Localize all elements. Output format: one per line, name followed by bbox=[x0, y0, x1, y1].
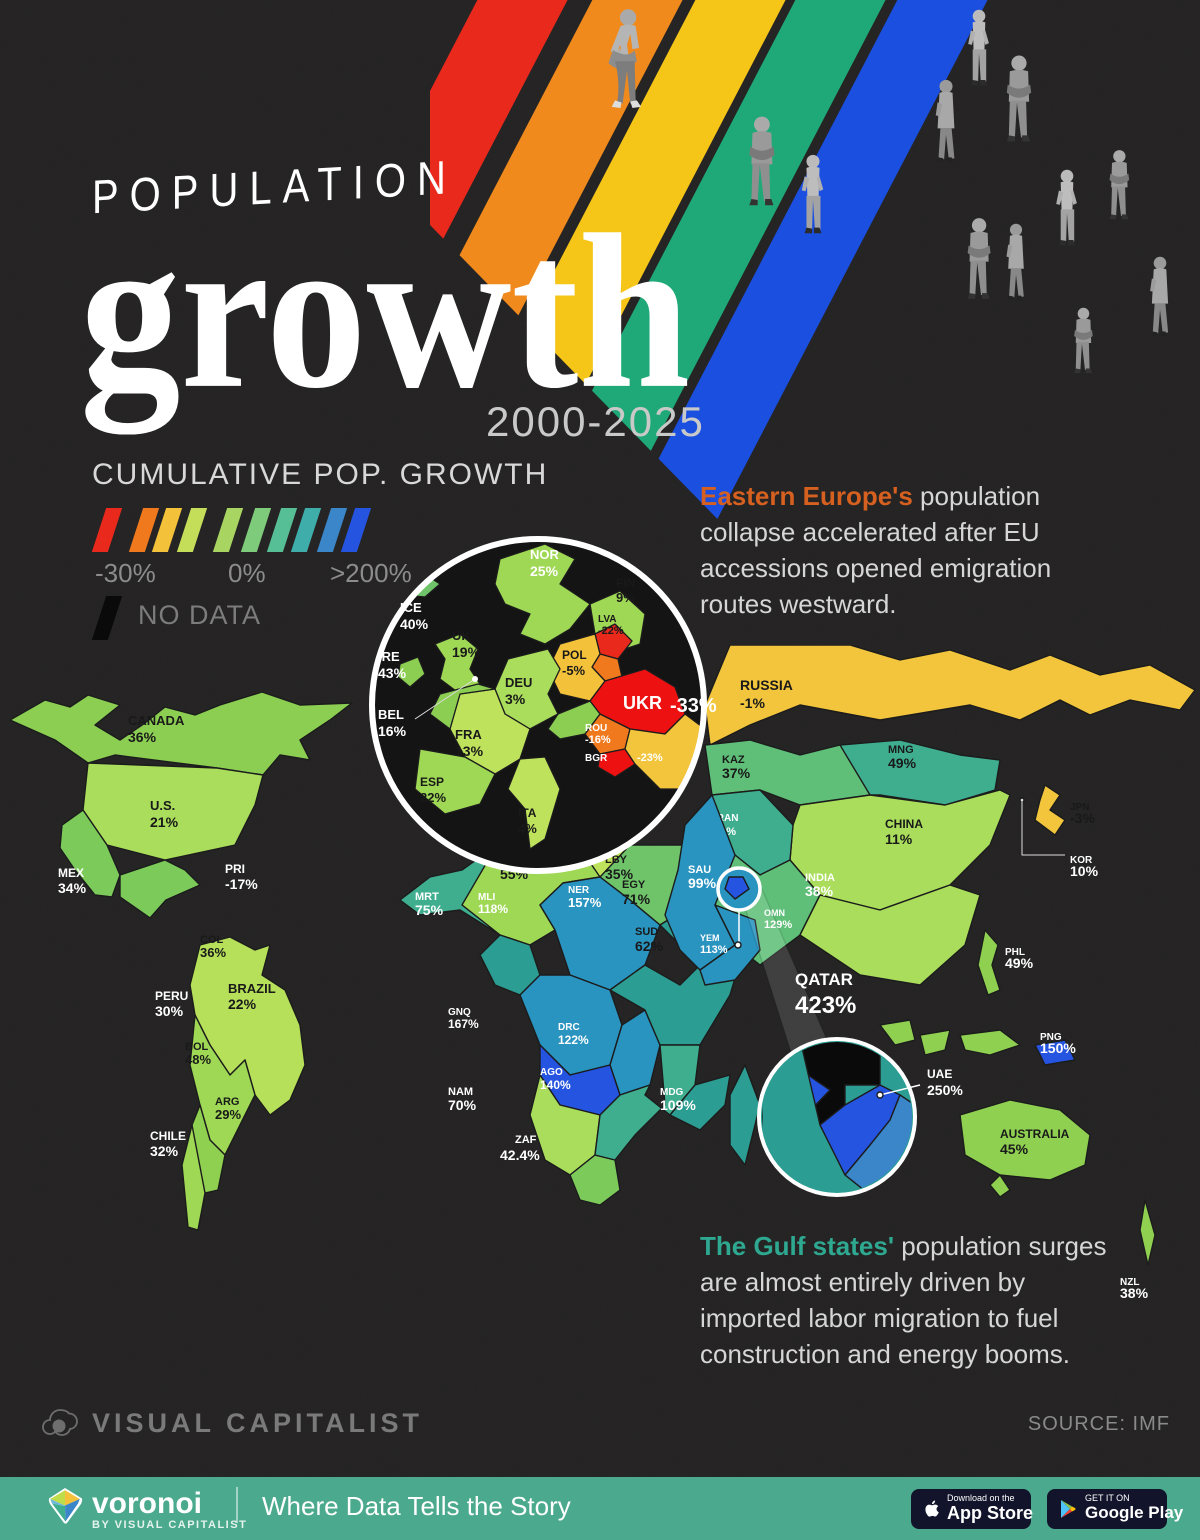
svg-text:36%: 36% bbox=[200, 945, 226, 960]
svg-text:75%: 75% bbox=[415, 902, 444, 918]
svg-text:NOR: NOR bbox=[530, 547, 560, 562]
svg-text:DRC: DRC bbox=[558, 1022, 580, 1033]
svg-text:118%: 118% bbox=[478, 902, 508, 916]
svg-text:42.4%: 42.4% bbox=[500, 1147, 540, 1163]
svg-text:-23%: -23% bbox=[637, 752, 663, 764]
svg-text:AUSTRALIA: AUSTRALIA bbox=[1000, 1127, 1070, 1141]
svg-text:38%: 38% bbox=[1120, 1285, 1149, 1301]
svg-text:22%: 22% bbox=[228, 996, 257, 1012]
svg-text:11%: 11% bbox=[885, 831, 913, 847]
svg-text:21%: 21% bbox=[150, 814, 179, 830]
svg-text:423%: 423% bbox=[795, 992, 856, 1019]
svg-text:ICE: ICE bbox=[400, 600, 422, 615]
svg-text:250%: 250% bbox=[927, 1082, 963, 1098]
svg-text:109%: 109% bbox=[660, 1097, 696, 1113]
svg-text:40%: 40% bbox=[400, 616, 429, 632]
svg-text:EGY: EGY bbox=[622, 879, 646, 891]
svg-text:ZAF: ZAF bbox=[515, 1134, 537, 1146]
svg-text:-16%: -16% bbox=[585, 734, 611, 746]
svg-text:CHILE: CHILE bbox=[150, 1129, 186, 1143]
svg-text:ESP: ESP bbox=[420, 775, 444, 789]
svg-text:32%: 32% bbox=[150, 1143, 179, 1159]
svg-text:CANADA: CANADA bbox=[128, 713, 185, 728]
svg-text:QATAR: QATAR bbox=[795, 970, 853, 989]
svg-text:-17%: -17% bbox=[225, 876, 258, 892]
svg-text:AGO: AGO bbox=[540, 1067, 563, 1078]
svg-text:-3%: -3% bbox=[1070, 810, 1095, 826]
svg-text:29%: 29% bbox=[215, 1107, 241, 1122]
svg-text:U.S.: U.S. bbox=[150, 798, 175, 813]
svg-text:48%: 48% bbox=[185, 1052, 211, 1067]
svg-text:13%: 13% bbox=[455, 743, 484, 759]
svg-text:YEM: YEM bbox=[700, 933, 720, 943]
svg-text:10%: 10% bbox=[1070, 863, 1099, 879]
svg-text:-1%: -1% bbox=[740, 695, 765, 711]
svg-text:FRA: FRA bbox=[455, 727, 482, 742]
svg-text:49%: 49% bbox=[888, 755, 917, 771]
svg-text:UAE: UAE bbox=[927, 1067, 952, 1081]
svg-text:BGR: BGR bbox=[585, 753, 608, 764]
svg-text:PRI: PRI bbox=[225, 862, 245, 876]
svg-text:FIN: FIN bbox=[616, 576, 635, 590]
svg-text:UKR: UKR bbox=[623, 693, 662, 713]
svg-text:16%: 16% bbox=[378, 723, 407, 739]
svg-text:113%: 113% bbox=[700, 944, 728, 956]
svg-text:45%: 45% bbox=[1000, 1141, 1029, 1157]
svg-text:62%: 62% bbox=[635, 938, 664, 954]
svg-text:-33%: -33% bbox=[670, 695, 717, 717]
svg-text:UK: UK bbox=[452, 628, 471, 643]
svg-text:SUD: SUD bbox=[635, 926, 658, 938]
svg-text:ROU: ROU bbox=[585, 723, 607, 734]
svg-text:-5%: -5% bbox=[562, 663, 586, 678]
svg-text:37%: 37% bbox=[722, 765, 751, 781]
svg-text:BEL: BEL bbox=[378, 707, 404, 722]
svg-text:70%: 70% bbox=[448, 1097, 477, 1113]
svg-text:140%: 140% bbox=[540, 1078, 571, 1092]
svg-text:BRAZIL: BRAZIL bbox=[228, 981, 276, 996]
svg-text:-22%: -22% bbox=[598, 625, 624, 637]
svg-text:49%: 49% bbox=[1005, 955, 1034, 971]
svg-text:167%: 167% bbox=[448, 1017, 479, 1031]
svg-text:CHINA: CHINA bbox=[885, 817, 923, 831]
svg-text:4%: 4% bbox=[518, 821, 537, 836]
svg-text:9%: 9% bbox=[616, 590, 635, 605]
svg-text:36%: 36% bbox=[128, 729, 157, 745]
svg-text:MEX: MEX bbox=[58, 866, 84, 880]
svg-text:ITA: ITA bbox=[518, 806, 537, 820]
svg-text:38%: 38% bbox=[805, 883, 834, 899]
svg-text:30%: 30% bbox=[155, 1003, 184, 1019]
svg-text:34%: 34% bbox=[58, 880, 87, 896]
svg-text:DEU: DEU bbox=[505, 675, 532, 690]
svg-text:POL: POL bbox=[562, 648, 587, 662]
svg-text:99%: 99% bbox=[688, 875, 717, 891]
svg-text:157%: 157% bbox=[568, 895, 602, 910]
svg-text:RUSSIA: RUSSIA bbox=[740, 677, 793, 693]
svg-text:71%: 71% bbox=[622, 891, 651, 907]
svg-text:19%: 19% bbox=[452, 644, 481, 660]
svg-text:43%: 43% bbox=[378, 665, 407, 681]
svg-text:3%: 3% bbox=[505, 691, 526, 707]
svg-text:150%: 150% bbox=[1040, 1040, 1076, 1056]
svg-text:PERU: PERU bbox=[155, 989, 188, 1003]
svg-text:22%: 22% bbox=[420, 790, 446, 805]
svg-text:25%: 25% bbox=[530, 563, 559, 579]
svg-text:IRE: IRE bbox=[378, 649, 400, 664]
svg-text:LVA: LVA bbox=[598, 614, 617, 625]
svg-text:122%: 122% bbox=[558, 1033, 589, 1047]
